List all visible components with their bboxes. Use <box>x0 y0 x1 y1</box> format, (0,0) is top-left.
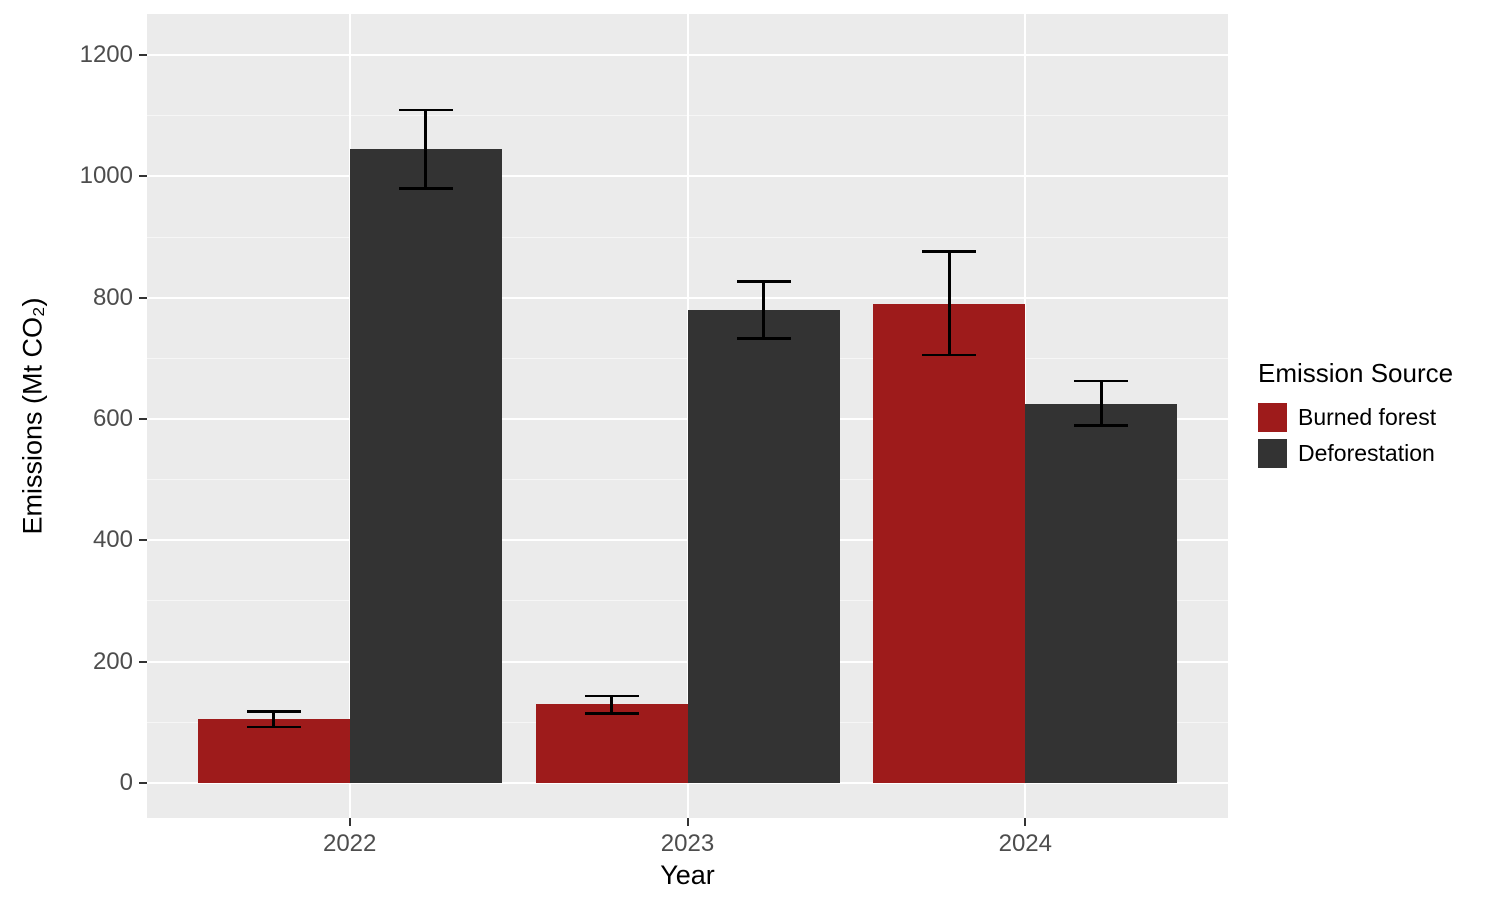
error-bar-line <box>948 251 951 355</box>
x-tick-label: 2022 <box>322 830 377 857</box>
legend-item-label: Deforestation <box>1298 440 1435 466</box>
error-bar-cap-bottom <box>736 337 791 340</box>
x-axis-title: Year <box>660 860 715 890</box>
bar-burned-forest-2024 <box>873 303 1026 783</box>
error-bar-cap-top <box>922 250 977 253</box>
bar-deforestation-2023 <box>687 309 840 783</box>
error-bar-line <box>762 281 765 339</box>
bar-burned-forest-2023 <box>535 704 688 783</box>
y-tick-label: 1000 <box>79 162 133 190</box>
legend: Emission Source Burned forest Deforestati… <box>1258 358 1453 475</box>
error-bar-line <box>610 696 613 714</box>
plot-panel <box>147 14 1228 818</box>
y-tick-label: 400 <box>92 526 133 554</box>
error-bar-cap-bottom <box>246 725 301 729</box>
bar-deforestation-2022 <box>349 149 502 783</box>
y-tick-label: 0 <box>119 768 133 796</box>
x-tick-label: 2023 <box>660 830 715 857</box>
error-bar-line <box>424 109 427 189</box>
bar-deforestation-2024 <box>1025 403 1178 783</box>
y-tick-mark <box>139 660 147 663</box>
error-bar-cap-bottom <box>398 187 453 190</box>
y-tick-label: 200 <box>92 647 133 675</box>
error-bar-cap-top <box>246 710 301 713</box>
y-tick-mark <box>139 54 147 57</box>
error-bar-cap-bottom <box>922 353 977 356</box>
x-tick-mark <box>348 818 351 826</box>
bar-burned-forest-2022 <box>197 719 350 783</box>
legend-item-label: Burned forest <box>1298 404 1437 430</box>
legend-title: Emission Source <box>1258 358 1454 388</box>
error-bar-cap-bottom <box>1074 424 1129 427</box>
x-tick-mark <box>686 818 689 826</box>
legend-item-burned-forest: Burned forest <box>1258 403 1453 432</box>
error-bar-cap-bottom <box>584 712 639 715</box>
x-tick-label: 2024 <box>998 830 1052 857</box>
error-bar-line <box>1100 380 1103 426</box>
error-bar-cap-top <box>736 280 791 283</box>
y-tick-mark <box>139 418 147 421</box>
y-tick-mark <box>139 296 147 299</box>
error-bar-cap-top <box>398 108 453 112</box>
y-tick-mark <box>139 175 147 178</box>
y-tick-label: 1200 <box>79 41 133 69</box>
legend-key-swatch <box>1258 439 1287 468</box>
error-bar-line <box>272 711 275 728</box>
legend-items: Burned forest Deforestation <box>1258 403 1453 468</box>
error-bar-cap-top <box>584 694 639 698</box>
legend-key-swatch <box>1258 403 1287 432</box>
legend-item-deforestation: Deforestation <box>1258 439 1453 468</box>
y-tick-mark <box>139 781 147 784</box>
y-tick-label: 600 <box>92 405 133 433</box>
y-tick-mark <box>139 539 147 542</box>
error-bar-cap-top <box>1074 379 1129 383</box>
y-tick-label: 800 <box>92 283 133 311</box>
x-tick-mark <box>1024 818 1027 826</box>
